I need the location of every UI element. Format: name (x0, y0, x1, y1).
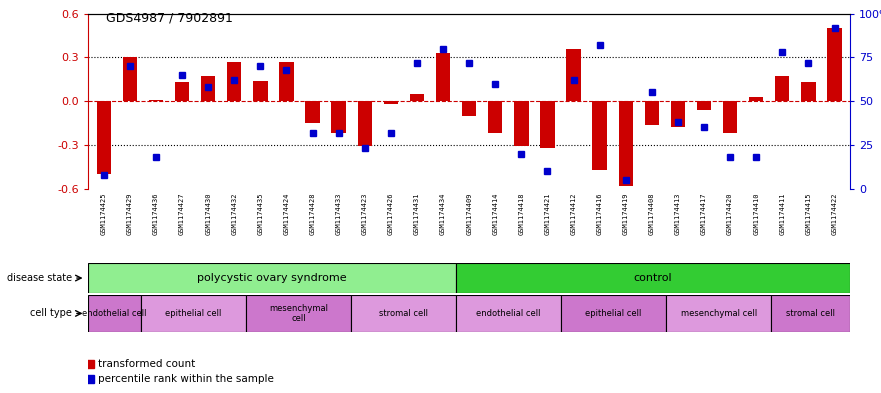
Text: GSM1174414: GSM1174414 (492, 193, 499, 235)
Bar (772, 295, 850, 332)
Text: GSM1174416: GSM1174416 (596, 193, 603, 235)
Text: GSM1174429: GSM1174429 (127, 193, 133, 235)
Bar (141, 295, 246, 332)
Text: endothelial cell: endothelial cell (82, 309, 146, 318)
Bar (666, 295, 772, 332)
Text: GSM1174419: GSM1174419 (623, 193, 629, 235)
Text: GSM1174430: GSM1174430 (205, 193, 211, 235)
Bar (253, 81, 268, 101)
Text: cell type: cell type (30, 309, 72, 318)
Text: epithelial cell: epithelial cell (586, 309, 642, 318)
Text: polycystic ovary syndrome: polycystic ovary syndrome (197, 273, 347, 283)
Text: GSM1174421: GSM1174421 (544, 193, 551, 235)
Bar (246, 295, 351, 332)
Bar (592, 101, 607, 170)
Bar (227, 62, 241, 101)
Text: GSM1174410: GSM1174410 (753, 193, 759, 235)
Bar (749, 97, 764, 101)
Bar (515, 101, 529, 146)
Bar (97, 101, 111, 174)
Bar (775, 76, 789, 101)
Bar (697, 101, 711, 110)
Text: mesenchymal
cell: mesenchymal cell (269, 304, 328, 323)
Bar (456, 263, 850, 293)
Bar (174, 82, 189, 101)
Bar (383, 101, 398, 104)
Bar (88, 263, 456, 293)
Text: endothelial cell: endothelial cell (477, 309, 541, 318)
Text: GSM1174412: GSM1174412 (571, 193, 576, 235)
Bar (456, 295, 561, 332)
Text: GSM1174415: GSM1174415 (805, 193, 811, 235)
Text: GSM1174417: GSM1174417 (701, 193, 707, 235)
Text: control: control (633, 273, 672, 283)
Text: GSM1174424: GSM1174424 (284, 193, 290, 235)
Text: stromal cell: stromal cell (786, 309, 835, 318)
Text: GSM1174435: GSM1174435 (257, 193, 263, 235)
Bar (801, 82, 816, 101)
Bar (331, 101, 346, 133)
Text: GSM1174409: GSM1174409 (466, 193, 472, 235)
Text: GSM1174434: GSM1174434 (440, 193, 446, 235)
Bar (618, 101, 633, 186)
Text: stromal cell: stromal cell (379, 309, 428, 318)
Text: GSM1174436: GSM1174436 (153, 193, 159, 235)
Bar (488, 101, 502, 133)
Text: GSM1174420: GSM1174420 (727, 193, 733, 235)
Text: GSM1174426: GSM1174426 (388, 193, 394, 235)
Text: epithelial cell: epithelial cell (165, 309, 221, 318)
Bar (358, 101, 372, 146)
Bar (670, 101, 685, 127)
Text: disease state: disease state (7, 273, 72, 283)
Bar (201, 76, 215, 101)
Bar (122, 57, 137, 101)
Text: GSM1174432: GSM1174432 (231, 193, 237, 235)
Text: GSM1174423: GSM1174423 (362, 193, 367, 235)
Text: GSM1174428: GSM1174428 (309, 193, 315, 235)
Text: GSM1174418: GSM1174418 (518, 193, 524, 235)
Bar (410, 94, 424, 101)
Bar (540, 101, 555, 148)
Text: GSM1174422: GSM1174422 (832, 193, 838, 235)
Bar (462, 101, 477, 116)
Text: GSM1174433: GSM1174433 (336, 193, 342, 235)
Text: mesenchymal cell: mesenchymal cell (681, 309, 757, 318)
Bar (566, 49, 581, 101)
Text: transformed count: transformed count (98, 358, 195, 369)
Bar (827, 28, 841, 101)
Text: GSM1174411: GSM1174411 (780, 193, 785, 235)
Bar (645, 101, 659, 125)
Text: GSM1174425: GSM1174425 (100, 193, 107, 235)
Bar (351, 295, 456, 332)
Bar (149, 100, 163, 101)
Text: percentile rank within the sample: percentile rank within the sample (98, 374, 273, 384)
Text: GSM1174413: GSM1174413 (675, 193, 681, 235)
Bar (561, 295, 666, 332)
Text: GSM1174408: GSM1174408 (648, 193, 655, 235)
Bar (279, 62, 293, 101)
Bar (436, 53, 450, 101)
Text: GSM1174427: GSM1174427 (179, 193, 185, 235)
Text: GDS4987 / 7902891: GDS4987 / 7902891 (106, 12, 233, 25)
Bar (88, 295, 141, 332)
Bar (723, 101, 737, 133)
Bar (306, 101, 320, 123)
Text: GSM1174431: GSM1174431 (414, 193, 420, 235)
